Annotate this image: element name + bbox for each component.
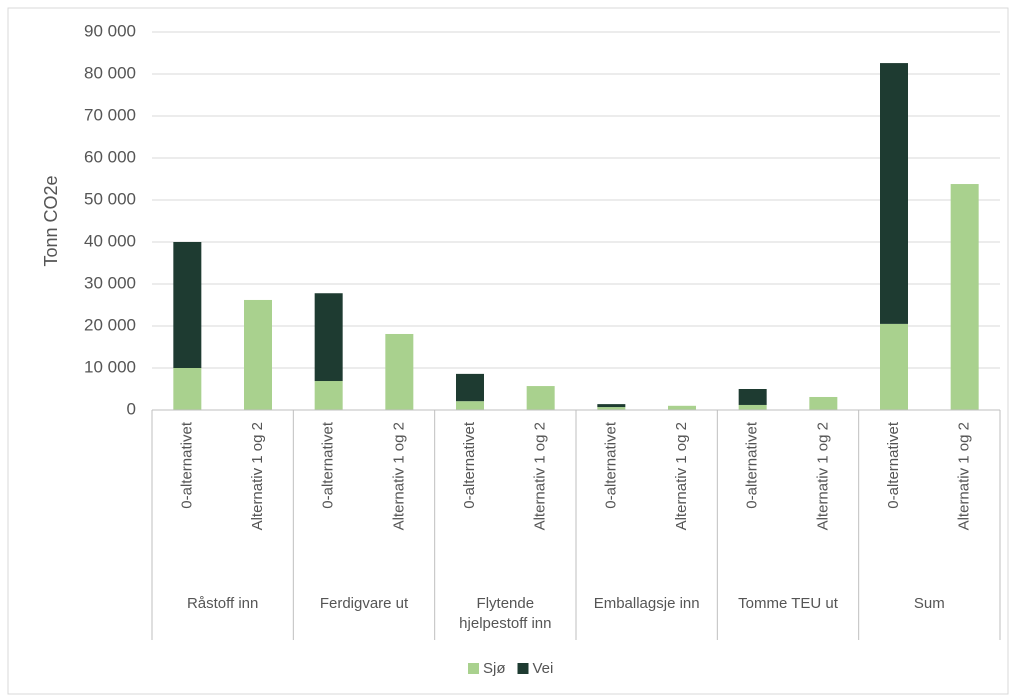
y-tick-label: 60 000 [84, 147, 136, 166]
bar-segment [597, 407, 626, 410]
x-tick-label: 0-alternativet [744, 421, 761, 509]
bar-segment [738, 389, 767, 405]
group-label: Sum [913, 595, 945, 612]
y-tick-label: 30 000 [84, 273, 136, 292]
bar-segment [385, 333, 414, 410]
legend-label: Vei [533, 660, 554, 677]
x-tick-label: 0-alternativet [885, 421, 902, 509]
bar-segment [456, 401, 484, 410]
bar-segment [314, 381, 343, 410]
bar-segment [314, 293, 343, 382]
x-tick-label: 0-alternativet [461, 421, 478, 509]
bar-segment [597, 404, 626, 408]
y-tick-label: 0 [127, 399, 136, 418]
x-tick-label: 0-alternativet [602, 421, 619, 509]
bar-segment [456, 373, 484, 402]
x-tick-label: Alternativ 1 og 2 [956, 422, 973, 530]
group-label: Råstoff inn [186, 595, 259, 612]
y-axis-label: Tonn CO2e [41, 175, 61, 266]
x-tick-label: Alternativ 1 og 2 [390, 422, 407, 530]
x-tick-label: 0-alternativet [178, 421, 195, 509]
bar-segment [809, 396, 838, 410]
x-tick-label: Alternativ 1 og 2 [249, 422, 266, 530]
chart-border [7, 7, 1009, 695]
x-tick-label: Alternativ 1 og 2 [673, 422, 690, 530]
bar-segment [950, 184, 979, 410]
y-tick-label: 50 000 [84, 189, 136, 208]
group-label: Flytende hjelpestoff inn [459, 595, 552, 632]
bar-segment [173, 368, 202, 410]
y-tick-label: 80 000 [84, 63, 136, 82]
legend-swatch [468, 663, 479, 674]
y-tick-label: 20 000 [84, 315, 136, 334]
y-tick-label: 10 000 [84, 357, 136, 376]
bar-segment [526, 386, 555, 410]
legend-label: Sjø [483, 660, 506, 677]
x-tick-label: 0-alternativet [320, 421, 337, 509]
group-label: Emballagsje inn [593, 595, 700, 612]
group-label: Tomme TEU ut [738, 595, 838, 612]
bar-segment [173, 242, 202, 368]
y-tick-label: 40 000 [84, 231, 136, 250]
bar-segment [738, 404, 767, 410]
y-tick-label: 70 000 [84, 105, 136, 124]
x-tick-label: Alternativ 1 og 2 [814, 422, 831, 530]
y-tick-label: 90 000 [84, 21, 136, 40]
bar-segment [880, 323, 908, 410]
legend-swatch [517, 663, 529, 674]
bar-segment [880, 63, 908, 324]
bar-segment [668, 405, 696, 410]
bar-segment [244, 299, 272, 410]
x-tick-label: Alternativ 1 og 2 [532, 422, 549, 530]
group-label: Ferdigvare ut [319, 595, 409, 612]
